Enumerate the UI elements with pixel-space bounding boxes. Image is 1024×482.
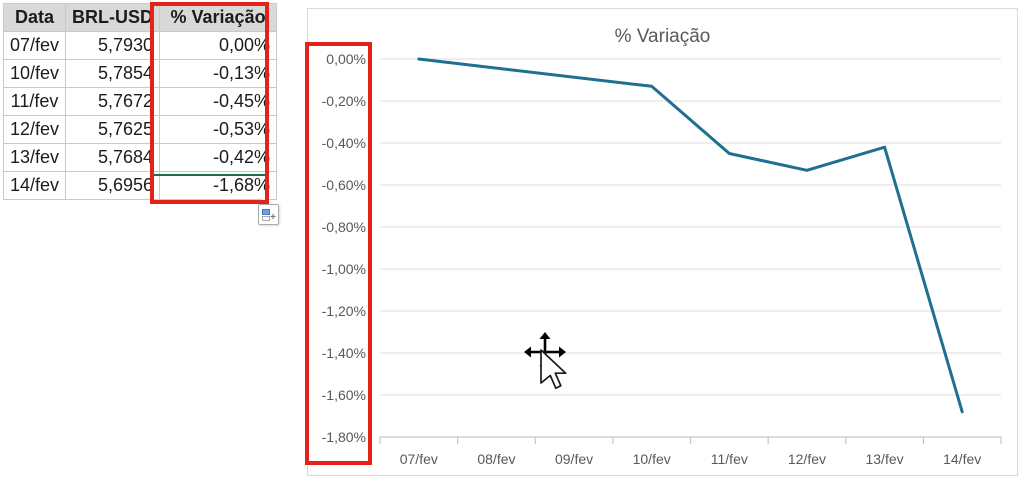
cell-rate[interactable]: 5,6956 xyxy=(65,171,161,200)
col-header-data[interactable]: Data xyxy=(2,3,67,32)
x-tick-label[interactable]: 14/fev xyxy=(943,451,982,467)
table-row: 12/fev 5,7625 -0,53% xyxy=(2,115,278,144)
x-tick-label[interactable]: 10/fev xyxy=(632,451,671,467)
cell-date[interactable]: 10/fev xyxy=(2,59,67,88)
table-row: 14/fev 5,6956 -1,68% xyxy=(2,171,278,200)
col-header-brl-usd[interactable]: BRL-USD xyxy=(65,3,161,32)
cell-variation[interactable]: -0,45% xyxy=(159,87,278,116)
cell-date[interactable]: 12/fev xyxy=(2,115,67,144)
table-header-row: Data BRL-USD % Variação xyxy=(2,3,278,32)
y-tick-label[interactable]: -0,80% xyxy=(321,219,366,235)
x-tick-label[interactable]: 07/fev xyxy=(399,451,438,467)
y-tick-label[interactable]: -1,40% xyxy=(321,345,366,361)
cell-variation[interactable]: -1,68% xyxy=(159,171,278,200)
autofill-options-button[interactable]: + xyxy=(258,204,279,225)
x-tick-label[interactable]: 09/fev xyxy=(554,451,594,467)
y-tick-label[interactable]: -0,20% xyxy=(321,93,366,109)
x-tick-label[interactable]: 13/fev xyxy=(865,451,904,467)
y-tick-label[interactable]: -1,60% xyxy=(321,387,366,403)
y-tick-label[interactable]: -1,00% xyxy=(321,261,366,277)
cell-date[interactable]: 14/fev xyxy=(2,171,67,200)
col-header-variacao[interactable]: % Variação xyxy=(159,3,278,32)
y-tick-label[interactable]: -1,80% xyxy=(321,429,366,445)
chart-title[interactable]: % Variação xyxy=(614,26,711,47)
y-tick-label[interactable]: 0,00% xyxy=(326,51,366,67)
table-row: 07/fev 5,7930 0,00% xyxy=(2,31,278,60)
cell-date[interactable]: 13/fev xyxy=(2,143,67,172)
cell-date[interactable]: 11/fev xyxy=(2,87,67,116)
cell-variation[interactable]: 0,00% xyxy=(159,31,278,60)
table-row: 13/fev 5,7684 -0,42% xyxy=(2,143,278,172)
x-tick-label[interactable]: 11/fev xyxy=(710,451,748,467)
cell-rate[interactable]: 5,7672 xyxy=(65,87,161,116)
cell-rate[interactable]: 5,7684 xyxy=(65,143,161,172)
table-row: 10/fev 5,7854 -0,13% xyxy=(2,59,278,88)
cell-rate[interactable]: 5,7625 xyxy=(65,115,161,144)
y-tick-label[interactable]: -0,40% xyxy=(321,135,366,151)
data-table: Data BRL-USD % Variação 07/fev 5,7930 0,… xyxy=(2,3,278,200)
table-row: 11/fev 5,7672 -0,45% xyxy=(2,87,278,116)
line-plot[interactable] xyxy=(308,9,1019,477)
y-tick-label[interactable]: -1,20% xyxy=(321,303,366,319)
variation-chart[interactable]: % Variação 0,00% -0,20% -0,40% -0,60% -0… xyxy=(307,8,1018,476)
cell-date[interactable]: 07/fev xyxy=(2,31,67,60)
cell-rate[interactable]: 5,7930 xyxy=(65,31,161,60)
cell-variation[interactable]: -0,13% xyxy=(159,59,278,88)
cell-variation[interactable]: -0,53% xyxy=(159,115,278,144)
x-tick-label[interactable]: 12/fev xyxy=(787,451,826,467)
x-tick-label[interactable]: 08/fev xyxy=(477,451,516,467)
y-tick-label[interactable]: -0,60% xyxy=(321,177,366,193)
cell-variation[interactable]: -0,42% xyxy=(159,143,278,172)
cell-rate[interactable]: 5,7854 xyxy=(65,59,161,88)
